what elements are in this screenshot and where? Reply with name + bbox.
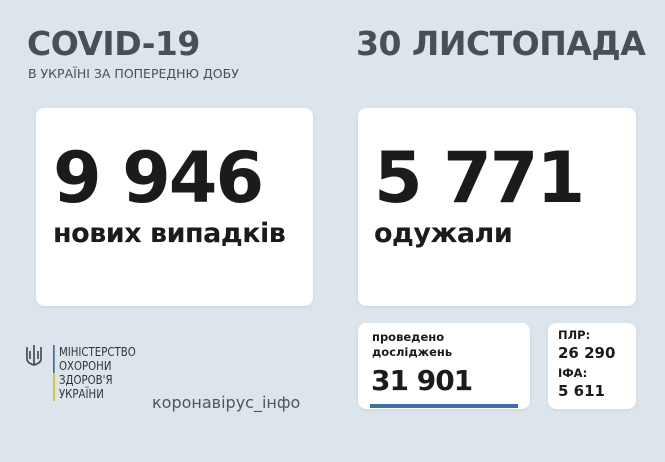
new-cases-label: нових випадків	[53, 218, 286, 249]
ifa-label: ІФА:	[558, 366, 588, 380]
pcr-value: 26 290	[558, 344, 616, 362]
new-cases-card: 9 946 нових випадків	[36, 108, 313, 306]
ministry-line: УКРАЇНИ	[53, 387, 136, 401]
website-label: коронавірус_інфо	[152, 393, 301, 412]
tests-value: 31 901	[371, 364, 473, 397]
tests-card: проведено досліджень 31 901	[358, 323, 530, 409]
new-cases-value: 9 946	[53, 137, 264, 219]
page-title: COVID-19	[27, 24, 200, 63]
trident-icon	[26, 345, 42, 366]
ministry-line: ЗДОРОВ'Я	[53, 373, 136, 387]
recovered-label: одужали	[374, 218, 513, 249]
tests-underline	[370, 404, 518, 408]
ministry-line: ОХОРОНИ	[58, 359, 112, 373]
pcr-label: ПЛР:	[558, 328, 591, 342]
ministry-line: МІНІСТЕРСТВО	[58, 345, 136, 359]
date-heading: 30 ЛИСТОПАДА	[356, 24, 646, 63]
recovered-card: 5 771 одужали	[358, 108, 636, 306]
recovered-value: 5 771	[374, 137, 585, 219]
ministry-logo-text: МІНІСТЕРСТВО ОХОРОНИ ЗДОРОВ'Я УКРАЇНИ	[53, 345, 136, 401]
tests-label-1: проведено	[372, 330, 445, 344]
tests-label-2: досліджень	[372, 345, 453, 359]
tests-breakdown-card: ПЛР: 26 290 ІФА: 5 611	[548, 323, 636, 409]
ifa-value: 5 611	[558, 382, 605, 400]
page-subtitle: В УКРАЇНІ ЗА ПОПЕРЕДНЮ ДОБУ	[28, 66, 239, 81]
